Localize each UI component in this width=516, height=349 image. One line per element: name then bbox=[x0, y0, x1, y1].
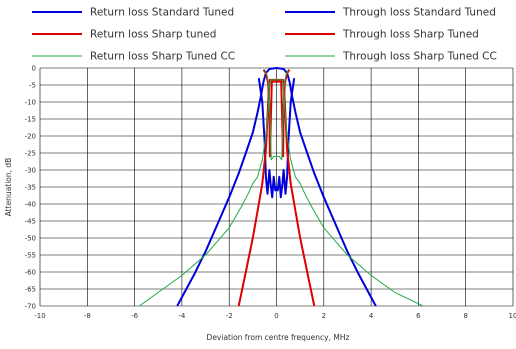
series-line-5 bbox=[264, 69, 289, 161]
x-axis-label: Deviation from centre frequency, MHz bbox=[207, 333, 350, 342]
y-tick-label: -25 bbox=[25, 150, 36, 158]
series-lines bbox=[139, 67, 424, 306]
y-tick-label: -40 bbox=[25, 201, 36, 209]
x-tick-label: -6 bbox=[131, 312, 139, 320]
x-tick-label: 4 bbox=[369, 312, 374, 320]
y-tick-label: -10 bbox=[25, 99, 36, 107]
x-tick-label: 0 bbox=[274, 312, 278, 320]
x-tick-label: -2 bbox=[226, 312, 233, 320]
series-line-1 bbox=[257, 78, 296, 199]
y-tick-label: -20 bbox=[25, 133, 36, 141]
y-tick-label: 0 bbox=[32, 65, 36, 73]
legend-label: Return loss Sharp tuned bbox=[90, 29, 216, 41]
x-tick-label: -10 bbox=[34, 312, 45, 320]
legend-label: Through loss Sharp Tuned bbox=[342, 29, 479, 41]
y-axis-label: Attenuation, dB bbox=[4, 158, 13, 217]
x-tick-label: -4 bbox=[178, 312, 186, 320]
y-tick-label: -15 bbox=[25, 116, 36, 124]
y-tick-label: -70 bbox=[25, 303, 36, 311]
y-tick-label: -5 bbox=[29, 82, 36, 90]
x-tick-label: 6 bbox=[416, 312, 421, 320]
y-tick-label: -60 bbox=[25, 269, 36, 277]
series-line-2 bbox=[176, 67, 377, 306]
legend-label: Through loss Standard Tuned bbox=[342, 7, 496, 19]
legend: Return loss Standard Tuned Through loss S… bbox=[32, 7, 497, 63]
series-line-6 bbox=[139, 79, 424, 306]
y-tick-label: -65 bbox=[25, 286, 36, 294]
y-tick-label: -50 bbox=[25, 235, 36, 243]
x-tick-label: 8 bbox=[463, 312, 467, 320]
x-tick-label: -8 bbox=[84, 312, 91, 320]
y-tick-label: -35 bbox=[25, 184, 36, 192]
y-tick-label: -30 bbox=[25, 167, 36, 175]
legend-label: Return loss Standard Tuned bbox=[90, 7, 234, 19]
legend-label: Return loss Sharp Tuned CC bbox=[90, 51, 235, 63]
axes: Deviation from centre frequency, MHz Att… bbox=[4, 158, 349, 342]
legend-label: Through loss Sharp Tuned CC bbox=[342, 51, 497, 63]
x-tick-label: 2 bbox=[322, 312, 326, 320]
x-tick-label: 10 bbox=[509, 312, 516, 320]
y-tick-label: -55 bbox=[25, 252, 36, 260]
y-tick-label: -45 bbox=[25, 218, 36, 226]
